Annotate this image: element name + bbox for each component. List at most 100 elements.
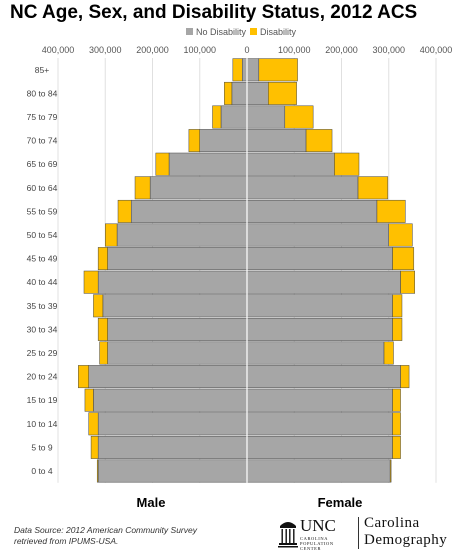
female-no-disability-bar xyxy=(246,176,359,200)
female-disability-bar xyxy=(392,435,401,459)
x-tick-label: 100,000 xyxy=(183,45,216,55)
female-no-disability-bar xyxy=(246,247,393,271)
female-disability-bar xyxy=(400,270,415,294)
x-tick-label: 300,000 xyxy=(89,45,122,55)
age-group-label: 80 to 84 xyxy=(27,88,58,98)
age-group-label: 40 to 44 xyxy=(27,277,58,287)
male-disability-bar xyxy=(83,270,99,294)
female-disability-bar xyxy=(392,294,403,318)
male-disability-bar xyxy=(99,341,108,365)
male-disability-bar xyxy=(93,294,104,318)
male-no-disability-bar xyxy=(116,223,248,247)
male-no-disability-bar xyxy=(93,388,248,412)
male-disability-bar xyxy=(134,176,151,200)
female-no-disability-bar xyxy=(246,459,391,483)
male-no-disability-bar xyxy=(220,105,248,129)
female-no-disability-bar xyxy=(246,129,307,153)
male-no-disability-bar xyxy=(97,412,248,436)
male-disability-bar xyxy=(97,247,108,271)
carolina-demography-logo: UNC CAROLINA POPULATION CENTER Carolina … xyxy=(278,515,468,551)
male-disability-bar xyxy=(97,317,108,341)
age-group-label: 5 to 9 xyxy=(31,442,53,452)
logo-unc-text: UNC xyxy=(300,516,336,535)
male-disability-bar xyxy=(90,435,99,459)
legend-swatch-disability xyxy=(250,28,257,35)
age-group-label: 30 to 34 xyxy=(27,324,58,334)
age-group-label: 50 to 54 xyxy=(27,230,58,240)
female-no-disability-bar xyxy=(246,388,393,412)
old-well-icon xyxy=(278,522,298,548)
legend-label-no-disability: No Disability xyxy=(196,27,247,37)
female-no-disability-bar xyxy=(246,317,393,341)
x-tick-label: 100,000 xyxy=(278,45,311,55)
male-label: Male xyxy=(137,495,166,510)
male-no-disability-bar xyxy=(199,129,248,153)
male-no-disability-bar xyxy=(107,341,248,365)
female-no-disability-bar xyxy=(246,223,389,247)
male-disability-bar xyxy=(88,412,99,436)
age-group-label: 55 to 59 xyxy=(27,206,58,216)
age-group-label: 35 to 39 xyxy=(27,301,58,311)
x-tick-label: 0 xyxy=(244,45,249,55)
age-group-label: 0 to 4 xyxy=(31,466,53,476)
male-no-disability-bar xyxy=(97,270,248,294)
female-disability-bar xyxy=(388,223,413,247)
age-group-label: 25 to 29 xyxy=(27,348,58,358)
x-tick-label: 200,000 xyxy=(136,45,169,55)
male-no-disability-bar xyxy=(107,247,248,271)
male-disability-bar xyxy=(212,105,222,129)
female-disability-bar xyxy=(258,58,298,82)
male-no-disability-bar xyxy=(102,294,248,318)
male-disability-bar xyxy=(224,81,233,105)
age-group-label: 65 to 69 xyxy=(27,159,58,169)
male-no-disability-bar xyxy=(168,152,248,176)
female-no-disability-bar xyxy=(246,270,401,294)
female-no-disability-bar xyxy=(246,412,393,436)
female-disability-bar xyxy=(392,247,415,271)
female-no-disability-bar xyxy=(246,341,385,365)
female-no-disability-bar xyxy=(246,58,260,82)
x-tick-label: 200,000 xyxy=(325,45,358,55)
source-line: retrieved from IPUMS-USA. xyxy=(14,536,119,546)
age-group-label: 20 to 24 xyxy=(27,372,58,382)
male-disability-bar xyxy=(117,199,132,223)
male-disability-bar xyxy=(188,129,201,153)
female-no-disability-bar xyxy=(246,199,378,223)
male-no-disability-bar xyxy=(107,317,248,341)
female-disability-bar xyxy=(392,388,401,412)
age-group-label: 75 to 79 xyxy=(27,112,58,122)
male-no-disability-bar xyxy=(88,365,248,389)
female-disability-bar xyxy=(334,152,360,176)
female-disability-bar xyxy=(305,129,333,153)
age-group-label: 15 to 19 xyxy=(27,395,58,405)
chart-legend: No Disability Disability xyxy=(186,27,297,37)
x-tick-label: 400,000 xyxy=(42,45,75,55)
age-group-label: 70 to 74 xyxy=(27,136,58,146)
male-no-disability-bar xyxy=(97,435,248,459)
male-disability-bar xyxy=(78,365,89,389)
logo-carolina-text: Carolina xyxy=(364,515,420,531)
female-disability-bar xyxy=(284,105,314,129)
female-label: Female xyxy=(318,495,363,510)
female-no-disability-bar xyxy=(246,435,393,459)
male-disability-bar xyxy=(155,152,170,176)
age-group-label: 10 to 14 xyxy=(27,419,58,429)
male-disability-bar xyxy=(96,459,99,483)
x-tick-label: 400,000 xyxy=(420,45,453,55)
male-disability-bar xyxy=(105,223,118,247)
female-no-disability-bar xyxy=(246,365,401,389)
logo-divider xyxy=(358,517,359,549)
x-tick-label: 300,000 xyxy=(372,45,405,55)
female-disability-bar xyxy=(376,199,406,223)
age-group-label: 45 to 49 xyxy=(27,254,58,264)
logo-sub-text: CAROLINA xyxy=(300,536,329,541)
legend-label-disability: Disability xyxy=(260,27,297,37)
male-no-disability-bar xyxy=(242,58,248,82)
female-no-disability-bar xyxy=(246,105,286,129)
female-disability-bar xyxy=(383,341,394,365)
male-no-disability-bar xyxy=(149,176,248,200)
female-disability-bar xyxy=(389,459,392,483)
female-disability-bar xyxy=(357,176,389,200)
logo-sub-text: POPULATION xyxy=(300,541,334,546)
population-pyramid-chart: 400,000 300,000 200,000 100,000 0 100,000 200,… xyxy=(27,27,453,510)
